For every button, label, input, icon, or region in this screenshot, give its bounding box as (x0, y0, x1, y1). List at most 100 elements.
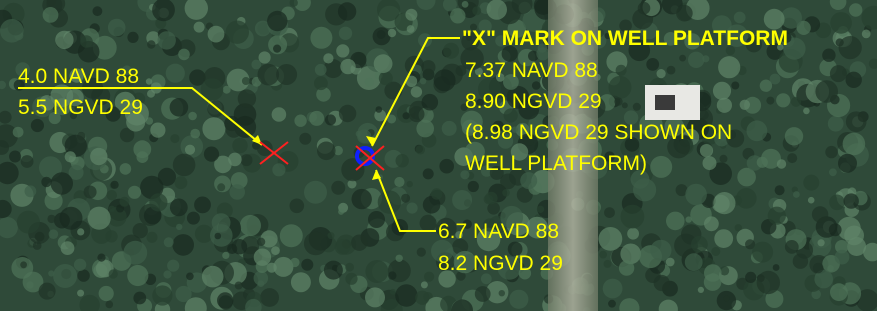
tree-canopy (416, 120, 434, 138)
tree-canopy (217, 292, 233, 308)
tree-canopy (702, 55, 709, 62)
tree-canopy (133, 292, 146, 305)
tree-canopy (309, 111, 324, 126)
tree-canopy (173, 154, 196, 177)
tree-canopy (351, 235, 367, 251)
tree-canopy (190, 129, 200, 139)
tree-canopy (388, 29, 396, 37)
tree-canopy (111, 181, 119, 189)
tree-canopy (51, 172, 73, 194)
tree-canopy (439, 159, 454, 174)
tree-canopy (194, 22, 205, 33)
label-line: 8.2 NGVD 29 (438, 252, 563, 275)
tree-canopy (803, 108, 810, 115)
tree-canopy (434, 69, 456, 91)
tree-canopy (166, 64, 185, 83)
tree-canopy (74, 259, 86, 271)
tree-canopy (41, 177, 51, 187)
tree-canopy (604, 260, 612, 268)
tree-canopy (396, 154, 409, 167)
tree-canopy (222, 252, 229, 259)
tree-canopy (752, 242, 773, 263)
tree-canopy (616, 65, 627, 76)
tree-canopy (365, 260, 388, 283)
tree-canopy (202, 117, 225, 140)
tree-canopy (365, 78, 374, 87)
tree-canopy (123, 241, 147, 265)
tree-canopy (714, 229, 733, 248)
tree-canopy (421, 60, 435, 74)
tree-canopy (215, 233, 222, 240)
tree-canopy (150, 123, 165, 138)
tree-canopy (217, 183, 225, 191)
tree-canopy (691, 236, 708, 253)
tree-canopy (633, 178, 656, 201)
tree-canopy (357, 129, 371, 143)
tree-canopy (703, 156, 717, 170)
tree-canopy (251, 60, 261, 70)
tree-canopy (394, 177, 404, 187)
tree-canopy (420, 78, 426, 84)
tree-canopy (254, 249, 271, 266)
tree-canopy (424, 272, 434, 282)
tree-canopy (242, 77, 250, 85)
tree-canopy (745, 272, 756, 283)
tree-canopy (812, 206, 828, 222)
tree-canopy (734, 12, 746, 24)
tree-canopy (272, 163, 285, 176)
tree-canopy (793, 254, 808, 269)
tree-canopy (500, 174, 516, 190)
tree-canopy (374, 54, 393, 73)
tree-canopy (654, 275, 670, 291)
tree-canopy (420, 215, 437, 232)
tree-canopy (61, 241, 75, 255)
tree-canopy (204, 147, 219, 162)
tree-canopy (373, 27, 391, 45)
tree-canopy (339, 105, 356, 122)
tree-canopy (407, 203, 418, 214)
tree-canopy (291, 272, 311, 292)
tree-canopy (417, 248, 426, 257)
tree-canopy (77, 290, 84, 297)
tree-canopy (700, 144, 713, 157)
tree-canopy (468, 181, 479, 192)
tree-canopy (502, 189, 510, 197)
tree-canopy (776, 93, 790, 107)
tree-canopy (335, 239, 350, 254)
tree-canopy (368, 211, 385, 228)
tree-canopy (717, 98, 732, 113)
tree-canopy (240, 215, 261, 236)
tree-canopy (808, 197, 815, 204)
tree-canopy (21, 155, 34, 168)
tree-canopy (813, 263, 824, 274)
tree-canopy (170, 98, 189, 117)
tree-canopy (149, 193, 167, 211)
tree-canopy (423, 168, 434, 179)
tree-canopy (106, 301, 114, 309)
tree-canopy (77, 228, 84, 235)
tree-canopy (55, 31, 73, 49)
tree-canopy (147, 40, 155, 48)
tree-canopy (17, 211, 40, 234)
tree-canopy (849, 3, 862, 16)
tree-canopy (757, 271, 780, 294)
tree-canopy (614, 97, 622, 105)
tree-canopy (838, 154, 857, 173)
tree-canopy (176, 224, 182, 230)
tree-canopy (777, 159, 786, 168)
tree-canopy (499, 290, 505, 296)
tree-canopy (310, 27, 332, 49)
tree-canopy (487, 0, 507, 20)
tree-canopy (657, 69, 666, 78)
tree-canopy (686, 216, 692, 222)
tree-canopy (273, 257, 293, 277)
tree-canopy (170, 199, 188, 217)
label-line: 5.5 NGVD 29 (18, 96, 143, 119)
tree-canopy (537, 206, 544, 213)
tree-canopy (185, 145, 195, 155)
tree-canopy (13, 127, 24, 138)
tree-canopy (698, 287, 704, 293)
tree-canopy (202, 266, 224, 288)
tree-canopy (775, 185, 785, 195)
tree-canopy (846, 72, 862, 88)
